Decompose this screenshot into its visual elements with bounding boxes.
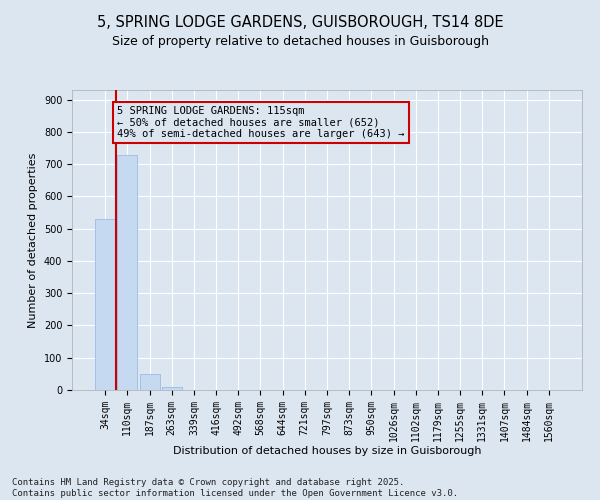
Text: 5 SPRING LODGE GARDENS: 115sqm
← 50% of detached houses are smaller (652)
49% of: 5 SPRING LODGE GARDENS: 115sqm ← 50% of …: [118, 106, 405, 140]
Y-axis label: Number of detached properties: Number of detached properties: [28, 152, 38, 328]
Bar: [118, 154, 137, 390]
Bar: [162, 388, 182, 390]
Bar: [95, 219, 115, 390]
X-axis label: Distribution of detached houses by size in Guisborough: Distribution of detached houses by size …: [173, 446, 481, 456]
Text: Size of property relative to detached houses in Guisborough: Size of property relative to detached ho…: [112, 35, 488, 48]
Bar: [140, 374, 160, 390]
Text: Contains HM Land Registry data © Crown copyright and database right 2025.
Contai: Contains HM Land Registry data © Crown c…: [12, 478, 458, 498]
Text: 5, SPRING LODGE GARDENS, GUISBOROUGH, TS14 8DE: 5, SPRING LODGE GARDENS, GUISBOROUGH, TS…: [97, 15, 503, 30]
